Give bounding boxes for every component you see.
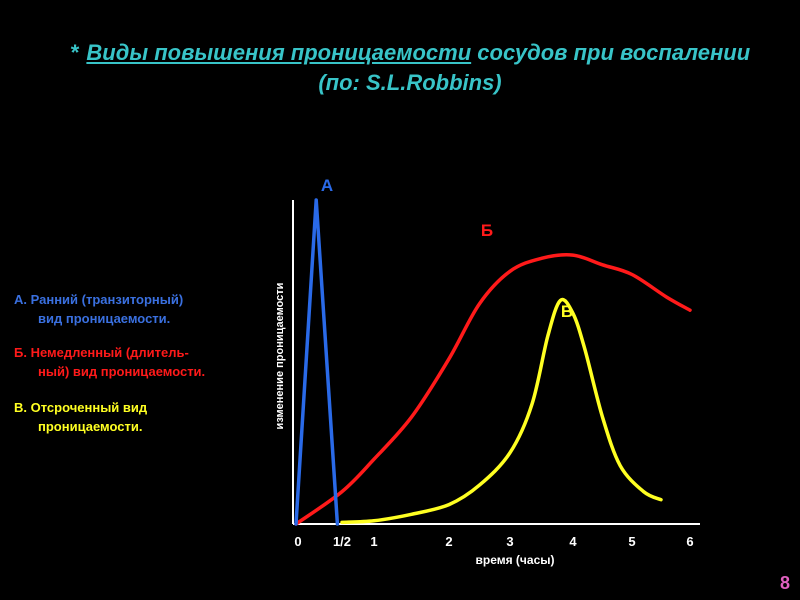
series-label-0: А xyxy=(321,176,333,195)
legend-c-line1: В. Отсроченный вид xyxy=(14,400,148,415)
series-label-1: Б xyxy=(481,221,493,240)
title-line-2: (по: S.L.Robbins) xyxy=(318,70,502,95)
y-axis-label: изменение проницаемости xyxy=(274,283,286,430)
x-tick-label-2: 1 xyxy=(370,534,377,549)
title-underlined: Виды повышения проницаемости xyxy=(86,40,472,65)
legend-a-line1: А. Ранний (транзиторный) xyxy=(14,292,184,307)
x-tick-label-4: 3 xyxy=(506,534,513,549)
x-tick-label-0: 0 xyxy=(294,534,301,549)
series-label-2: В xyxy=(561,302,573,321)
title-star: * xyxy=(69,40,79,65)
title-line-1: * Виды повышения проницаемости сосудов пр… xyxy=(20,38,800,68)
legend-b-line2: ный) вид проницаемости. xyxy=(38,364,206,379)
series-line-1 xyxy=(294,253,692,526)
x-tick-label-6: 5 xyxy=(628,534,635,549)
x-tick-label-1: 1/2 xyxy=(333,534,351,549)
x-tick-label-7: 6 xyxy=(686,534,693,549)
x-tick-label-5: 4 xyxy=(569,534,577,549)
legend-item-c: В. Отсроченный вид проницаемости. xyxy=(14,398,147,436)
legend-c-line2: проницаемости. xyxy=(38,419,143,434)
legend-item-a: А. Ранний (транзиторный) вид проницаемос… xyxy=(14,290,183,328)
x-tick-label-3: 2 xyxy=(445,534,452,549)
page-number: 8 xyxy=(779,573,790,593)
series-line-2 xyxy=(340,297,663,525)
series-line-0 xyxy=(294,198,340,526)
title-rest: сосудов при воспалении xyxy=(471,40,751,65)
legend-b-line1: Б. Немедленный (длитель- xyxy=(14,345,189,360)
page-title: * Виды повышения проницаемости сосудов пр… xyxy=(20,38,800,98)
legend-item-b: Б. Немедленный (длитель- ный) вид прониц… xyxy=(14,343,205,381)
x-axis-label: время (часы) xyxy=(476,553,555,567)
legend-a-line2: вид проницаемости. xyxy=(38,311,171,326)
